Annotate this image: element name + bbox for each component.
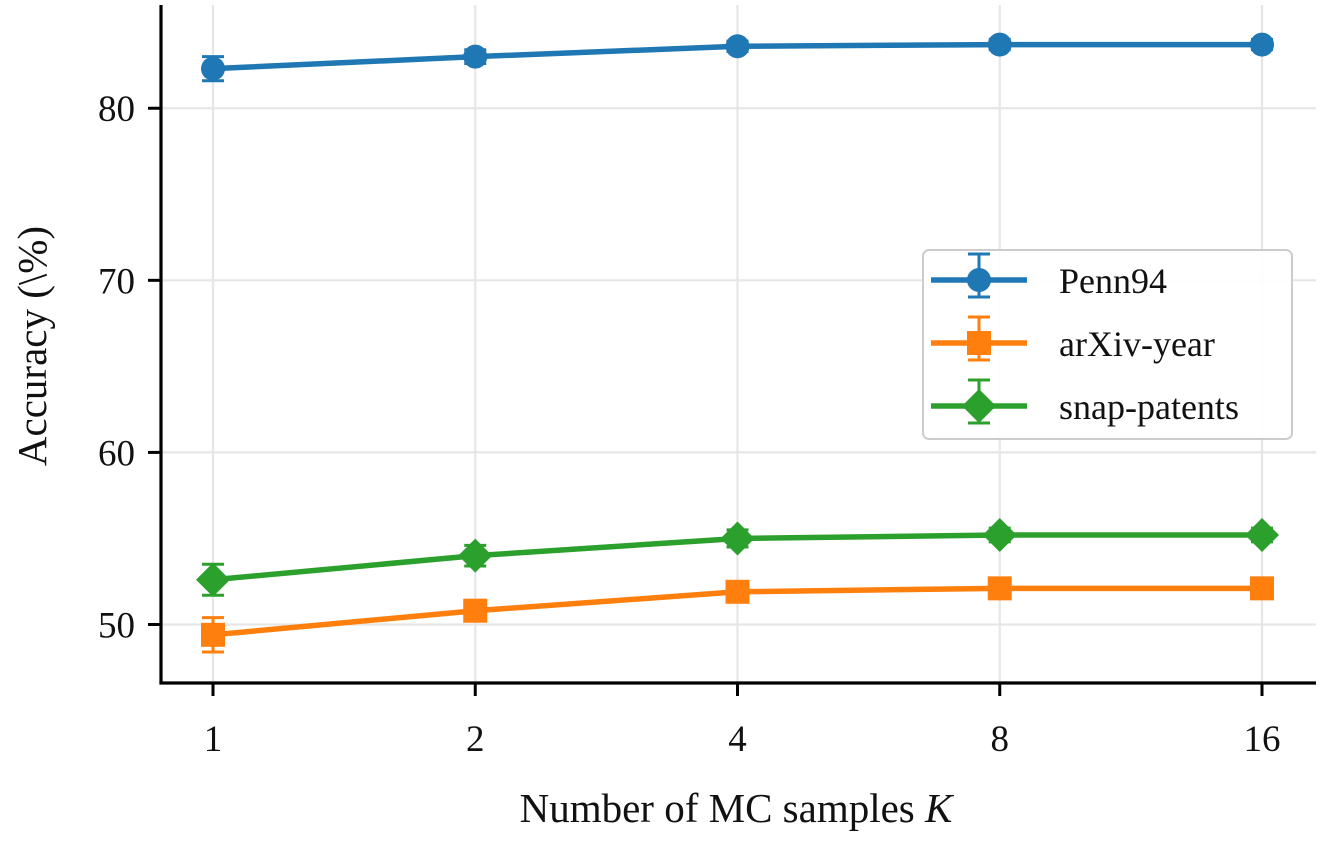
data-point	[1250, 576, 1274, 601]
series-penn94	[201, 32, 1274, 83]
x-tick-label: 4	[728, 719, 747, 760]
legend-frame	[922, 249, 1293, 440]
data-point	[987, 32, 1012, 57]
legend-item: Penn94	[931, 252, 1167, 301]
legend-marker	[967, 268, 991, 292]
x-tick-label: 16	[1244, 719, 1281, 760]
x-tick-label: 2	[466, 719, 485, 760]
legend-label: Penn94	[1059, 261, 1167, 301]
data-point	[982, 518, 1017, 553]
legend-label: snap-patents	[1059, 387, 1239, 427]
legend-label: arXiv-year	[1059, 324, 1215, 364]
legend-marker	[962, 389, 996, 423]
data-point	[196, 562, 230, 597]
data-point	[463, 44, 488, 69]
data-point	[720, 521, 755, 556]
x-tick-label: 1	[204, 719, 223, 760]
x-axis-title: Number of MC samples K	[520, 785, 955, 831]
data-point	[201, 622, 225, 647]
legend-item: snap-patents	[931, 378, 1239, 427]
legend-marker	[967, 331, 991, 355]
data-point	[725, 34, 750, 59]
data-point	[725, 579, 750, 604]
legend: Penn94 arXiv-year snap-patents	[922, 249, 1293, 440]
y-tick-label: 50	[98, 605, 135, 646]
data-point	[1245, 518, 1279, 553]
data-point	[463, 598, 488, 623]
y-tick-label: 70	[98, 261, 135, 302]
series-snap-patents	[196, 518, 1279, 597]
data-point	[201, 56, 225, 81]
y-tick-label: 80	[98, 89, 135, 130]
data-point	[458, 538, 493, 573]
x-axis-title-text: Number of MC samples	[520, 785, 915, 831]
data-point	[987, 576, 1012, 601]
x-axis-title-variable: K	[924, 785, 955, 831]
x-tick-label: 8	[991, 719, 1010, 760]
data-point	[1250, 32, 1274, 57]
y-axis-title: Accuracy (\%)	[9, 226, 55, 466]
ticks: 1 2 4 8 16 50 60 70 80	[98, 89, 1281, 760]
y-tick-label: 60	[98, 433, 135, 474]
legend-item: arXiv-year	[931, 315, 1215, 364]
series-group	[196, 32, 1279, 654]
series-arxiv-year	[201, 576, 1274, 654]
